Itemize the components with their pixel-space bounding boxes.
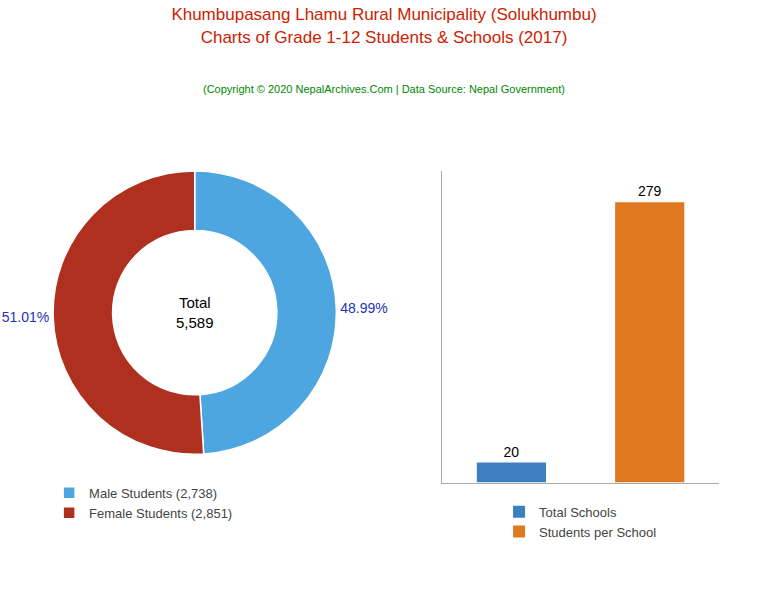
svg-text:Khumbupasang Lhamu Rural Munic: Khumbupasang Lhamu Rural Municipality (S… xyxy=(171,5,596,46)
svg-text:(Copyright © 2020 NepalArchive: (Copyright © 2020 NepalArchives.Com | Da… xyxy=(203,83,565,95)
svg-text:Female Students (2,851): Female Students (2,851) xyxy=(89,506,232,521)
svg-text:51.01%: 51.01% xyxy=(2,309,49,325)
svg-text:279: 279 xyxy=(638,183,662,199)
svg-text:Total: Total xyxy=(179,294,211,311)
svg-text:20: 20 xyxy=(504,444,520,460)
svg-text:5,589: 5,589 xyxy=(176,314,214,331)
svg-text:Total Schools: Total Schools xyxy=(539,505,617,520)
svg-text:Students per School: Students per School xyxy=(539,525,656,540)
svg-text:48.99%: 48.99% xyxy=(340,300,387,316)
svg-text:Male Students (2,738): Male Students (2,738) xyxy=(89,486,217,501)
